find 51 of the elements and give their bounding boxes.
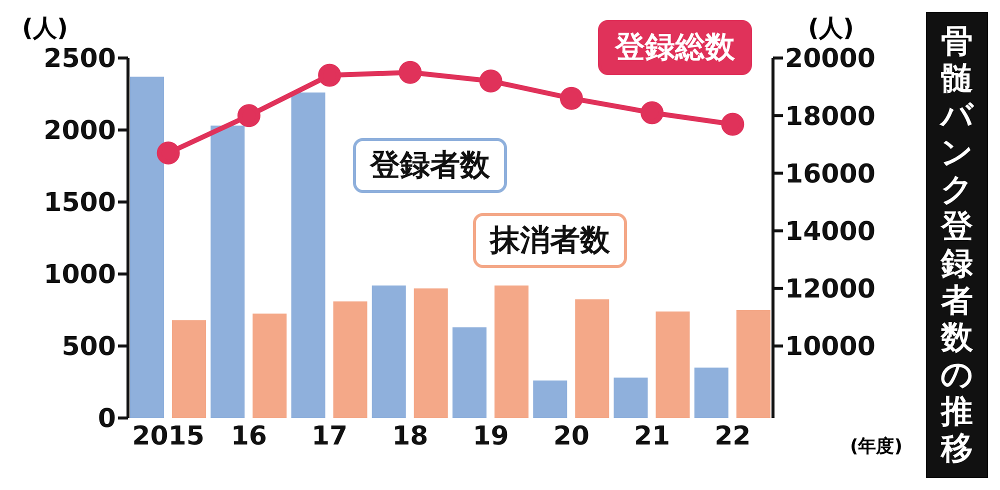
- point: [237, 104, 260, 128]
- bar: [575, 299, 610, 418]
- y2-tick-label: 10000: [785, 332, 876, 362]
- y2-tick-label: 14000: [785, 217, 876, 248]
- series-label: 登録総数: [598, 20, 752, 75]
- y2-tick-label: 16000: [785, 159, 876, 190]
- y-tick-label: 2500: [44, 44, 116, 74]
- bar: [130, 76, 164, 418]
- bar: [291, 92, 326, 418]
- x-tick-label: 20: [553, 421, 590, 452]
- bar: [452, 327, 486, 418]
- y-tick-label: 0: [98, 404, 116, 434]
- point: [640, 101, 664, 124]
- y2-tick-label: 20000: [785, 44, 876, 74]
- x-axis-title: (年度): [850, 435, 902, 458]
- bar: [656, 311, 690, 418]
- bar: [172, 320, 206, 418]
- series-label: 抹消者数: [473, 213, 627, 268]
- y-tick-label: 1500: [44, 188, 116, 218]
- bar: [333, 301, 368, 418]
- chart-title: 骨髄バンク登録者数の推移: [940, 22, 974, 467]
- y2-tick-label: 18000: [785, 102, 876, 132]
- point: [721, 112, 744, 136]
- bar: [372, 286, 406, 418]
- x-tick-label: 16: [230, 421, 268, 452]
- y-axis-title: (人): [22, 13, 68, 44]
- point: [560, 86, 583, 110]
- bar: [694, 368, 728, 418]
- bar: [494, 286, 528, 418]
- y2-tick-label: 12000: [785, 274, 876, 305]
- y-tick-label: 500: [62, 332, 116, 362]
- point: [479, 70, 502, 93]
- x-tick-label: 19: [472, 421, 509, 452]
- y-tick-label: 1000: [44, 260, 116, 290]
- point: [156, 142, 180, 165]
- x-tick-label: 2015: [132, 421, 204, 452]
- bar: [736, 310, 770, 418]
- bar: [210, 126, 245, 418]
- bar: [533, 380, 568, 418]
- x-tick-label: 21: [634, 421, 670, 452]
- series-label: 登録者数: [353, 138, 507, 193]
- y2-axis-title: (人): [808, 13, 854, 44]
- x-tick-label: 18: [392, 421, 428, 452]
- x-tick-label: 17: [311, 421, 348, 452]
- point: [318, 64, 342, 87]
- point: [398, 60, 422, 84]
- bar: [414, 288, 448, 418]
- bar: [252, 314, 287, 418]
- bar: [614, 378, 648, 418]
- x-tick-label: 22: [714, 421, 751, 452]
- y-tick-label: 2000: [44, 116, 116, 146]
